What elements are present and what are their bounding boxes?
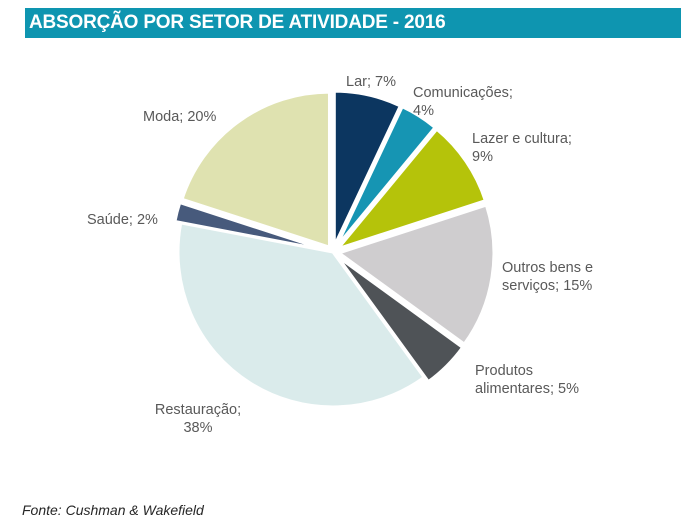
pie-slices [173, 89, 496, 409]
pie-label: Lazer e cultura; 9% [472, 131, 572, 165]
pie-label: Lar; 7% [346, 74, 396, 90]
pie-slice-comunicacoes [334, 105, 437, 249]
chart-title: ABSORÇÃO POR SETOR DE ATIVIDADE - 2016 [29, 12, 446, 33]
pie-label: Saúde; 2% [87, 212, 158, 228]
pie-label: Moda; 20% [143, 109, 216, 125]
pie-labels: Lar; 7% Comunicações; 4% Lazer e cultura; 9%… [87, 74, 593, 436]
pie-slice-moda [180, 90, 331, 249]
pie-label: Produtos alimentares; 5% [475, 363, 579, 397]
pie-label: Outros bens e serviços; 15% [502, 260, 593, 294]
pie-slice-lazer-e-cultura [336, 127, 487, 251]
pie-slice-produtos-alimentares [335, 254, 465, 384]
pie-slice-lar [332, 89, 402, 248]
source-note: Fonte: Cushman & Wakefield [22, 502, 204, 518]
pie-label: Comunicações; 4% [413, 85, 513, 119]
pie-slice-restauracao [176, 221, 426, 409]
pie-slice-saude [173, 201, 329, 253]
chart-title-bar: ABSORÇÃO POR SETOR DE ATIVIDADE - 2016 [25, 8, 681, 38]
pie-slice-outros-bens-e-servicos [337, 203, 496, 346]
pie-label: Restauração; 38% [155, 402, 241, 436]
